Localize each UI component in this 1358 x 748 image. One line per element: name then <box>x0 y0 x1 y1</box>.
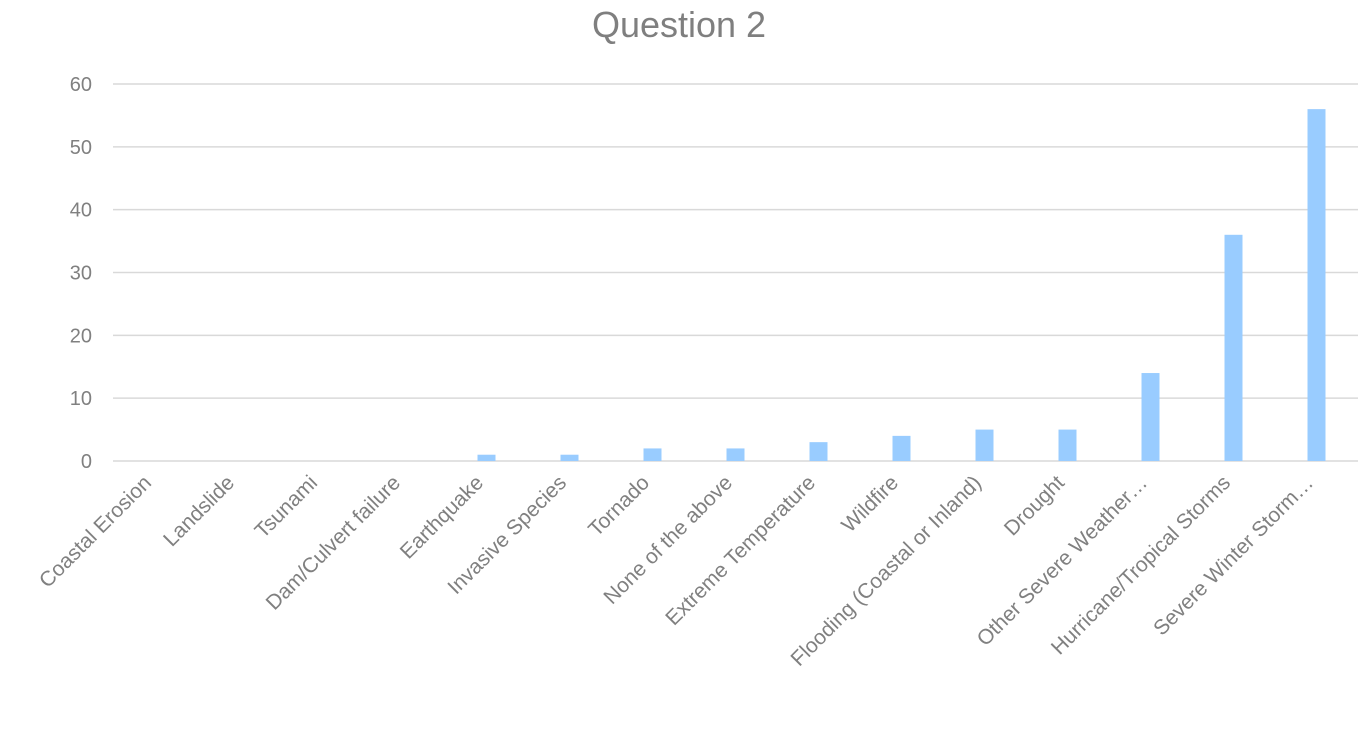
y-tick-label: 40 <box>70 200 92 222</box>
y-tick-label: 60 <box>70 74 92 96</box>
x-tick-label: Tornado <box>584 471 654 541</box>
gridlines <box>113 83 1358 462</box>
x-axis-ticks: Coastal Erosion Landslide TsunamiDam/Culve… <box>35 471 1318 671</box>
x-tick-label: Drought <box>1000 471 1069 540</box>
bar <box>1224 234 1243 461</box>
y-tick-label: 20 <box>70 325 92 347</box>
bar <box>1141 373 1160 461</box>
bar <box>975 429 994 461</box>
bar <box>643 448 662 461</box>
x-tick-label: Extreme Temperature <box>661 471 820 630</box>
bar <box>726 448 745 461</box>
x-tick-label: Tsunami <box>250 471 322 543</box>
x-tick-label: Landslide <box>159 471 239 551</box>
y-tick-label: 30 <box>70 263 92 285</box>
y-tick-label: 0 <box>81 451 92 473</box>
x-tick-label: Earthquake <box>396 471 488 563</box>
y-axis-ticks: 0 10 20 30 40 50 60 <box>70 74 92 473</box>
x-tick-label: Other Severe Weather… <box>973 471 1152 650</box>
y-tick-label: 10 <box>70 388 92 410</box>
bar <box>809 442 828 461</box>
x-tick-label: Wildfire <box>837 471 903 537</box>
bar <box>1307 109 1326 461</box>
y-tick-label: 50 <box>70 137 92 159</box>
x-tick-label: Coastal Erosion <box>35 471 156 592</box>
chart-title: Question 2 <box>591 4 767 45</box>
bar <box>477 454 496 461</box>
bar <box>892 435 911 461</box>
bar <box>560 454 579 461</box>
bars <box>477 109 1326 461</box>
bar <box>1058 429 1077 461</box>
x-tick-label: Severe Winter Storm… <box>1149 471 1318 640</box>
